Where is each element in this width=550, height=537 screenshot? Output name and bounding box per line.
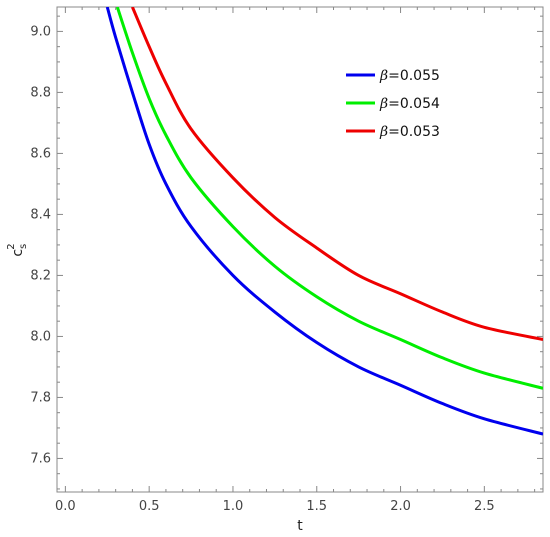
x-tick-label: 1.5 (306, 499, 327, 514)
legend-beta-symbol: β (379, 68, 388, 84)
axis-ticks (57, 7, 543, 492)
y-tick-label: 7.8 (30, 390, 51, 405)
x-tick-label: 2.0 (390, 499, 411, 514)
series-curves (105, 7, 543, 436)
legend-value: =0.054 (388, 96, 440, 112)
x-tick-label: 1.0 (223, 499, 244, 514)
y-axis-label-base: c (10, 249, 26, 257)
x-axis-label: t (297, 518, 303, 534)
axis-tick-labels: 0.0 0.5 1.0 1.5 2.0 2.5 7.6 7.8 8.0 8.2 8.4 8.6 8.8 9… (30, 24, 494, 514)
series-line-2 (115, 7, 543, 390)
y-tick-label: 8.2 (30, 268, 51, 283)
legend-entry: β=0.055 (379, 68, 440, 84)
legend-value: =0.053 (388, 124, 440, 140)
y-tick-label: 8.8 (30, 85, 51, 100)
x-tick-label: 0.5 (139, 499, 160, 514)
y-tick-label: 8.0 (30, 329, 51, 344)
y-tick-label: 8.4 (30, 207, 51, 222)
y-axis-label-superscript: 2 (6, 243, 17, 249)
y-tick-label: 7.6 (30, 451, 51, 466)
y-axis-label: cs2 (6, 243, 29, 256)
y-tick-label: 8.6 (30, 146, 51, 161)
x-tick-label: 0.0 (55, 499, 76, 514)
legend-beta-symbol: β (379, 124, 388, 140)
x-tick-label: 2.5 (474, 499, 495, 514)
legend-entry: β=0.053 (379, 124, 440, 140)
legend-beta-symbol: β (379, 96, 388, 112)
legend-entry: β=0.054 (379, 96, 440, 112)
legend-value: =0.055 (388, 68, 440, 84)
y-tick-label: 9.0 (30, 24, 51, 39)
series-line-1 (105, 7, 543, 436)
y-axis-label-subscript: s (18, 244, 29, 249)
series-line-3 (131, 7, 543, 341)
